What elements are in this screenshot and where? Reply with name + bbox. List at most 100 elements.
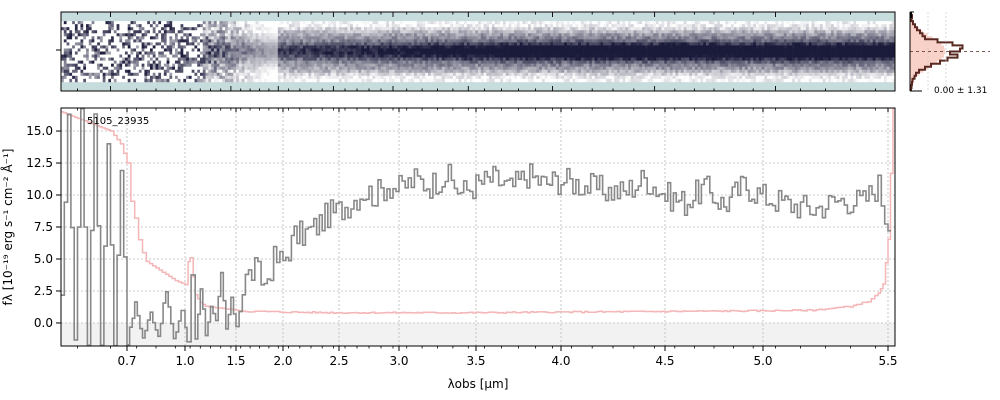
- heatmap-cell: [397, 30, 401, 34]
- heatmap-cell: [572, 66, 576, 71]
- heatmap-cell: [286, 36, 290, 40]
- heatmap-cell: [275, 36, 279, 40]
- heatmap-cell: [400, 36, 404, 40]
- heatmap-cell: [550, 36, 554, 40]
- heatmap-cell: [333, 75, 337, 80]
- heatmap-cell: [174, 30, 179, 34]
- heatmap-cell: [183, 39, 187, 43]
- heatmap-cell: [719, 75, 723, 80]
- heatmap-cell: [77, 72, 81, 77]
- heatmap-cell: [480, 57, 484, 61]
- heatmap-cell: [205, 21, 209, 25]
- heatmap-cell: [252, 30, 256, 34]
- heatmap-cell: [113, 54, 117, 58]
- heatmap-cell: [347, 51, 351, 55]
- heatmap-cell: [69, 39, 73, 43]
- heatmap-cell: [486, 36, 490, 40]
- heatmap-cell: [269, 39, 273, 43]
- heatmap-cell: [644, 27, 648, 31]
- heatmap-cell: [650, 33, 654, 37]
- heatmap-cell: [372, 54, 376, 58]
- heatmap-cell: [166, 33, 170, 37]
- heatmap-cell: [308, 66, 312, 71]
- heatmap-cell: [747, 30, 751, 34]
- heatmap-cell: [272, 33, 276, 37]
- heatmap-cell: [211, 48, 215, 52]
- heatmap-cell: [311, 51, 315, 55]
- heatmap-cell: [183, 48, 187, 52]
- heatmap-cell: [489, 48, 493, 52]
- heatmap-cell: [608, 51, 612, 55]
- heatmap-cell: [658, 24, 662, 28]
- heatmap-cell: [102, 21, 106, 25]
- heatmap-cell: [419, 21, 423, 25]
- heatmap-cell: [633, 36, 637, 40]
- heatmap-cell: [219, 72, 223, 77]
- heatmap-cell: [72, 57, 76, 61]
- heatmap-cell: [558, 75, 562, 80]
- heatmap-cell: [452, 60, 457, 64]
- heatmap-cell: [700, 45, 704, 49]
- heatmap-cell: [233, 36, 237, 40]
- heatmap-cell: [186, 30, 190, 34]
- heatmap-cell: [236, 42, 240, 46]
- heatmap-cell: [297, 66, 301, 71]
- heatmap-cell: [286, 39, 290, 43]
- heatmap-cell: [625, 54, 629, 58]
- heatmap-cell: [750, 30, 754, 34]
- heatmap-cell: [639, 21, 643, 25]
- heatmap-cell: [469, 72, 473, 77]
- heatmap-cell: [675, 54, 679, 58]
- heatmap-cell: [530, 36, 534, 40]
- heatmap-cell: [247, 48, 251, 52]
- heatmap-cell: [275, 21, 279, 25]
- heatmap-cell: [667, 45, 671, 49]
- heatmap-cell: [578, 75, 582, 80]
- heatmap-cell: [416, 42, 420, 46]
- heatmap-cell: [489, 24, 493, 28]
- heatmap-cell: [269, 78, 273, 83]
- heatmap-cell: [636, 63, 640, 67]
- heatmap-cell: [400, 39, 404, 43]
- heatmap-cell: [113, 69, 117, 74]
- heatmap-cell: [511, 57, 515, 61]
- heatmap-cell: [461, 60, 465, 64]
- heatmap-cell: [569, 57, 573, 61]
- heatmap-cell: [339, 30, 343, 34]
- heatmap-cell: [675, 42, 679, 46]
- heatmap-cell: [375, 63, 379, 67]
- heatmap-cell: [675, 33, 679, 37]
- heatmap-cell: [427, 27, 432, 31]
- heatmap-cell: [505, 42, 509, 46]
- heatmap-cell: [147, 72, 151, 77]
- heatmap-cell: [294, 33, 298, 37]
- heatmap-cell: [653, 72, 657, 77]
- heatmap-cell: [622, 57, 626, 61]
- heatmap-cell: [188, 27, 192, 31]
- heatmap-cell: [225, 51, 229, 55]
- heatmap-cell: [536, 66, 540, 71]
- heatmap-cell: [88, 63, 92, 67]
- heatmap-cell: [489, 60, 493, 64]
- heatmap-cell: [325, 66, 329, 71]
- heatmap-cell: [686, 39, 690, 43]
- heatmap-cell: [625, 24, 629, 28]
- heatmap-cell: [561, 69, 565, 74]
- heatmap-cell: [152, 78, 156, 83]
- heatmap-cell: [174, 60, 179, 64]
- heatmap-cell: [186, 51, 190, 55]
- heatmap-cell: [722, 30, 726, 34]
- heatmap-cell: [439, 78, 443, 83]
- heatmap-cell: [386, 63, 390, 67]
- heatmap-cell: [572, 63, 576, 67]
- heatmap-cell: [700, 78, 704, 83]
- heatmap-cell: [566, 69, 571, 74]
- heatmap-cell: [628, 60, 632, 64]
- heatmap-cell: [241, 30, 245, 34]
- heatmap-cell: [250, 24, 254, 28]
- heatmap-cell: [344, 60, 348, 64]
- heatmap-cell: [305, 51, 309, 55]
- heatmap-cell: [580, 39, 584, 43]
- heatmap-cell: [180, 24, 184, 28]
- heatmap-cell: [511, 51, 515, 55]
